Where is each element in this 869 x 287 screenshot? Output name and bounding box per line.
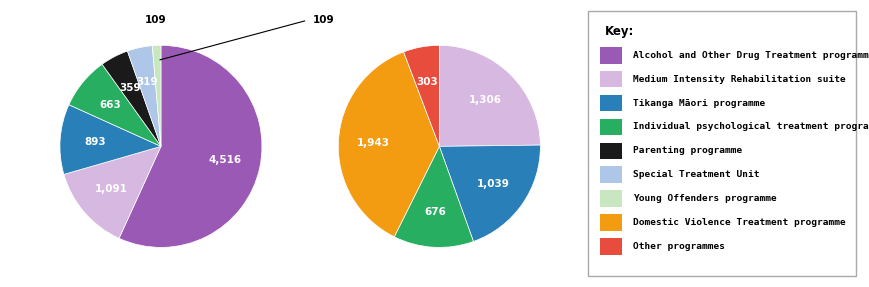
- Wedge shape: [102, 51, 161, 146]
- Text: Domestic Violence Treatment programme: Domestic Violence Treatment programme: [633, 218, 845, 227]
- Wedge shape: [127, 46, 161, 146]
- Wedge shape: [439, 145, 540, 241]
- Text: Tikanga Māori programme: Tikanga Māori programme: [633, 99, 765, 108]
- Text: 1,306: 1,306: [468, 95, 501, 105]
- Text: 1,039: 1,039: [476, 179, 509, 189]
- Wedge shape: [63, 146, 161, 238]
- Text: Young Offenders programme: Young Offenders programme: [633, 194, 776, 203]
- Bar: [599, 143, 621, 159]
- Bar: [599, 166, 621, 183]
- Wedge shape: [60, 105, 161, 174]
- Text: Medium Intensity Rehabilitation suite: Medium Intensity Rehabilitation suite: [633, 75, 845, 84]
- Text: 676: 676: [424, 207, 446, 217]
- Bar: [599, 238, 621, 255]
- Bar: [599, 214, 621, 231]
- Text: 4,516: 4,516: [209, 155, 242, 165]
- Text: Other programmes: Other programmes: [633, 242, 724, 251]
- Text: 109: 109: [144, 15, 166, 25]
- Bar: [599, 119, 621, 135]
- Bar: [599, 190, 621, 207]
- Text: Key:: Key:: [605, 25, 634, 38]
- Bar: [599, 71, 621, 88]
- Text: 303: 303: [416, 77, 438, 87]
- Wedge shape: [338, 52, 439, 237]
- Text: 893: 893: [84, 137, 106, 147]
- Text: Alcohol and Other Drug Treatment programme: Alcohol and Other Drug Treatment program…: [633, 51, 869, 60]
- Wedge shape: [394, 146, 473, 247]
- Text: 663: 663: [99, 100, 121, 110]
- Wedge shape: [152, 45, 161, 146]
- Text: Parenting programme: Parenting programme: [633, 146, 741, 155]
- Text: Individual psychological treatment programme: Individual psychological treatment progr…: [633, 123, 869, 131]
- Wedge shape: [439, 45, 540, 146]
- Text: Special Treatment Unit: Special Treatment Unit: [633, 170, 759, 179]
- Wedge shape: [69, 64, 161, 146]
- Text: 1,091: 1,091: [95, 184, 128, 194]
- Wedge shape: [119, 45, 262, 247]
- Bar: [599, 47, 621, 64]
- Text: 359: 359: [120, 83, 142, 93]
- Text: 319: 319: [136, 77, 158, 87]
- Bar: [599, 95, 621, 111]
- Text: 1,943: 1,943: [357, 138, 390, 148]
- Wedge shape: [403, 45, 439, 146]
- FancyBboxPatch shape: [587, 11, 855, 276]
- Text: 109: 109: [312, 15, 334, 25]
